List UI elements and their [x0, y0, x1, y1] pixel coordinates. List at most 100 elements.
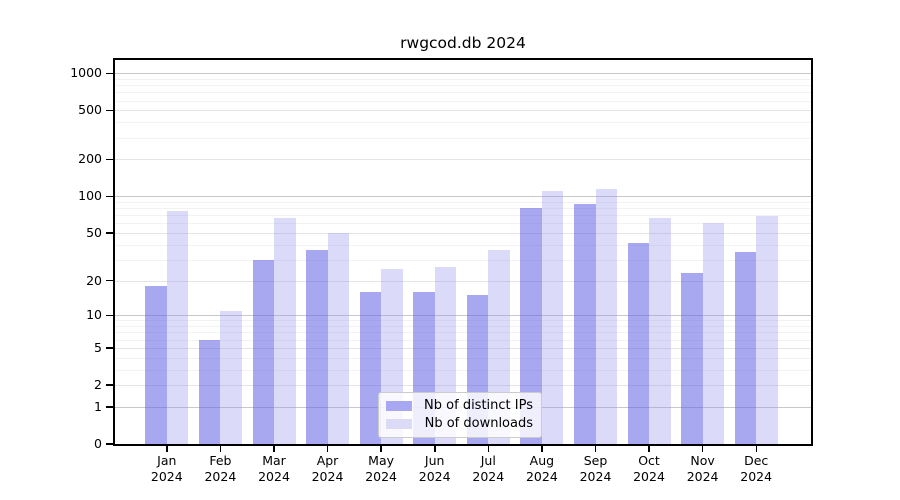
bar-downloads	[220, 310, 242, 444]
legend-label-downloads: Nb of downloads	[424, 416, 533, 431]
y-tick-label: 200	[78, 151, 102, 167]
y-gridline	[115, 385, 811, 386]
y-gridline-minor	[115, 92, 811, 94]
y-gridline	[115, 159, 811, 161]
y-gridline-minor	[115, 244, 811, 246]
y-gridline	[115, 280, 811, 282]
x-tick-label-line: 2024	[258, 469, 290, 484]
y-tick	[106, 72, 113, 74]
y-tick-label: 1	[94, 398, 102, 414]
y-tick	[106, 109, 113, 112]
x-tick	[541, 446, 543, 452]
y-gridline-decade	[115, 315, 811, 317]
y-tick	[106, 347, 113, 349]
x-tick-label-line: Nov	[690, 453, 715, 468]
bar-distinct-ips	[627, 243, 649, 444]
bar-downloads	[541, 191, 564, 444]
y-gridline-decade	[115, 73, 811, 75]
bar-distinct-ips	[574, 203, 596, 444]
y-tick-label: 2	[94, 377, 102, 392]
y-gridline-minor	[115, 85, 811, 87]
x-tick-label-line: Jun	[424, 453, 445, 468]
y-tick-label: 1000	[70, 65, 102, 81]
x-tick-label: Aug 2024	[512, 453, 572, 485]
y-gridline-minor	[115, 215, 811, 217]
y-gridline	[115, 233, 811, 234]
bar-downloads	[327, 233, 349, 444]
x-tick-label-line: Jan	[157, 453, 177, 468]
y-gridline-minor	[115, 259, 811, 261]
y-tick	[106, 195, 113, 198]
y-tick	[106, 314, 113, 317]
bar-downloads	[166, 210, 189, 444]
bar-distinct-ips	[145, 286, 167, 444]
chart-title: rwgcod.db 2024	[400, 34, 526, 52]
y-tick-label: 10	[86, 307, 102, 323]
bar-downloads	[756, 216, 778, 444]
x-tick-label: Feb 2024	[190, 453, 250, 485]
x-tick-label-line: Oct	[638, 453, 660, 468]
bar-downloads	[274, 218, 296, 444]
x-tick-label-line: Feb	[209, 453, 232, 468]
y-gridline-minor	[115, 339, 811, 341]
y-gridline-minor	[115, 332, 811, 334]
bar-downloads	[649, 218, 671, 444]
y-gridline	[115, 347, 811, 349]
x-tick-label-line: 2024	[633, 469, 665, 484]
x-tick-label-line: Mar	[262, 453, 286, 468]
x-tick-label-line: Sep	[583, 453, 608, 468]
y-gridline-minor	[115, 223, 811, 225]
legend-swatch-distinct-ips	[386, 401, 412, 411]
x-tick-label: Apr 2024	[298, 453, 358, 485]
legend-swatch-downloads	[386, 419, 412, 429]
legend-row-downloads: Nb of downloads	[386, 415, 533, 433]
x-tick-label: Oct 2024	[619, 453, 679, 485]
x-tick-label: Jan 2024	[137, 453, 197, 485]
x-tick-label-line: Aug	[529, 453, 555, 468]
x-tick-label-line: 2024	[365, 469, 397, 484]
x-tick-label: Mar 2024	[244, 453, 304, 485]
x-tick-label: Sep 2024	[566, 453, 626, 485]
x-tick-label: Dec 2024	[726, 453, 786, 485]
x-tick	[487, 446, 489, 452]
bar-distinct-ips	[306, 250, 328, 444]
y-tick-label: 500	[78, 102, 102, 118]
x-tick-label-line: 2024	[311, 469, 344, 484]
y-tick	[106, 384, 113, 386]
y-tick	[106, 279, 113, 282]
x-tick	[594, 446, 597, 452]
x-tick	[701, 446, 704, 452]
plot-area	[113, 58, 813, 446]
x-tick-label-line: Jul	[480, 453, 496, 468]
x-tick-label: Jul 2024	[458, 453, 518, 485]
x-tick	[273, 446, 275, 452]
y-gridline	[115, 110, 811, 112]
y-tick-label: 50	[86, 225, 102, 240]
x-tick-label-line: 2024	[686, 469, 719, 484]
legend-row-distinct-ips: Nb of distinct IPs	[386, 397, 533, 415]
y-gridline-minor	[115, 137, 811, 139]
legend: Nb of distinct IPs Nb of downloads	[378, 392, 542, 438]
y-tick	[106, 232, 113, 234]
x-tick-label: May 2024	[351, 453, 411, 485]
x-tick-label: Jun 2024	[405, 453, 465, 485]
x-tick	[648, 446, 650, 452]
x-tick-label-line: May	[368, 453, 395, 468]
y-tick-label: 0	[94, 436, 102, 451]
x-tick	[434, 446, 436, 452]
bar-distinct-ips	[734, 251, 757, 444]
x-tick-label-line: 2024	[472, 469, 505, 484]
bar-downloads	[702, 223, 725, 444]
x-tick-label-line: Apr	[316, 453, 339, 468]
y-gridline-minor	[115, 122, 811, 124]
y-gridline-minor	[115, 369, 811, 371]
x-tick-label-line: 2024	[150, 469, 183, 484]
x-tick	[326, 446, 329, 452]
bar-downloads	[595, 188, 617, 444]
legend-label-distinct-ips: Nb of distinct IPs	[424, 398, 533, 413]
x-tick-label-line: 2024	[418, 469, 451, 484]
x-tick	[166, 446, 168, 452]
y-tick-label: 5	[94, 339, 102, 355]
x-tick-label-line: 2024	[579, 469, 612, 484]
